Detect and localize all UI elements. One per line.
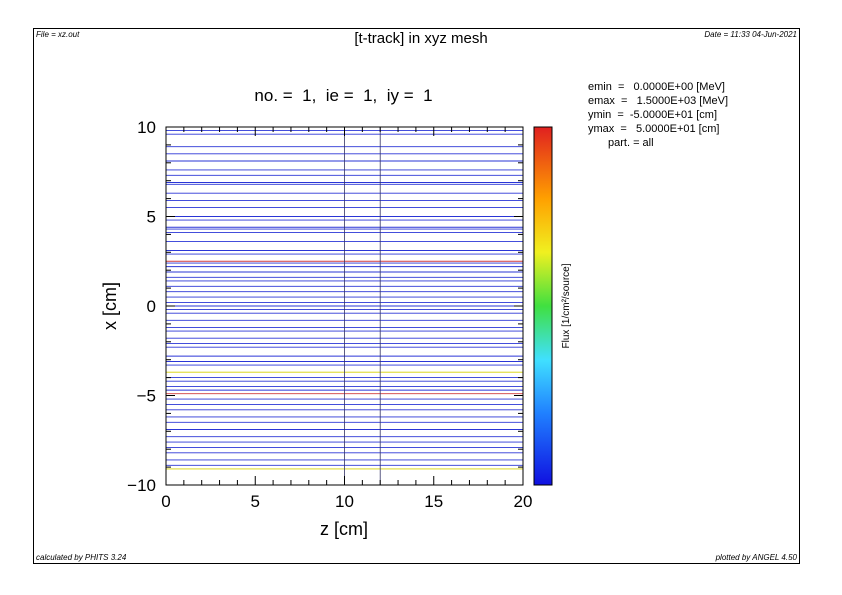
y-ticks-layer: −10 −5 0 5 10	[127, 118, 523, 495]
x-tick-label: 10	[335, 492, 354, 511]
info-ymin: ymin = -5.0000E+01 [cm]	[588, 109, 718, 121]
calculated-by-label: calculated by PHITS 3.24	[36, 553, 127, 562]
x-tick-label: 15	[424, 492, 443, 511]
chart-title: [t-track] in xyz mesh	[354, 30, 488, 47]
x-tick-label: 20	[514, 492, 533, 511]
plot-frame	[33, 28, 800, 564]
y-tick-label: −5	[137, 387, 156, 406]
x-tick-label: 5	[251, 492, 260, 511]
y-tick-label: 0	[147, 297, 156, 316]
y-axis-label: x [cm]	[100, 282, 120, 330]
plotted-by-label: plotted by ANGEL 4.50	[715, 553, 797, 562]
x-axis-label: z [cm]	[320, 519, 368, 539]
y-tick-label: −10	[127, 476, 156, 495]
info-ymax: ymax = 5.0000E+01 [cm]	[588, 123, 720, 135]
info-emax: emax = 1.5000E+03 [MeV]	[588, 95, 729, 107]
info-part: part. = all	[608, 137, 654, 149]
y-tick-label: 10	[137, 118, 156, 137]
info-panel: emin = 0.0000E+00 [MeV] emax = 1.5000E+0…	[588, 80, 728, 150]
info-emin: emin = 0.0000E+00 [MeV]	[588, 81, 725, 93]
chart-subtitle: no. = 1, ie = 1, iy = 1	[254, 86, 433, 105]
x-tick-label: 0	[161, 492, 170, 511]
date-label: Date = 11:33 04-Jun-2021	[704, 30, 797, 39]
colorbar	[533, 126, 553, 486]
file-label: File = xz.out	[36, 30, 80, 39]
vertical-lines-layer	[344, 127, 381, 485]
x-ticks-layer: 0 5 10 15 20	[161, 127, 532, 511]
colorbar-label: Flux [1/cm²/source]	[561, 263, 572, 348]
y-tick-label: 5	[147, 208, 156, 227]
